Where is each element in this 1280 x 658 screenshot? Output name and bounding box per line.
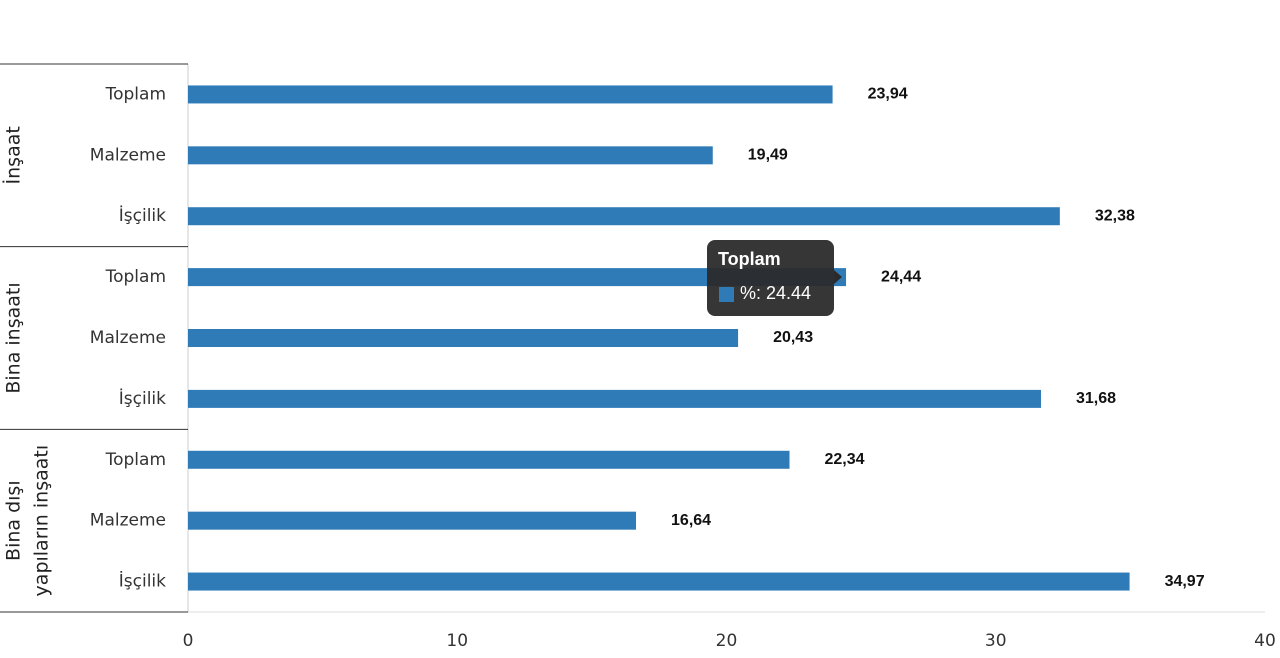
x-tick-label: 20	[716, 631, 738, 651]
group-label: İnşaat	[2, 126, 25, 184]
tooltip-box	[707, 240, 834, 316]
x-tick-label: 10	[446, 631, 468, 651]
value-label: 19,49	[748, 147, 788, 164]
bar	[188, 207, 1060, 226]
value-label: 34,97	[1165, 573, 1205, 590]
group-label: Bina dışı	[3, 480, 25, 561]
y-tick-label: İşçilik	[119, 205, 166, 226]
x-tick-label: 30	[985, 631, 1007, 651]
value-label: 20,43	[773, 329, 813, 346]
y-tick-label: Malzeme	[90, 511, 166, 531]
bar	[188, 85, 833, 104]
tooltip: Toplam %: 24.44	[707, 240, 842, 316]
y-tick-label: Toplam	[105, 267, 166, 287]
x-tick-label: 0	[183, 631, 194, 651]
y-tick-label: İşçilik	[119, 571, 166, 592]
bar	[188, 146, 713, 165]
y-tick-label: Toplam	[105, 450, 166, 470]
bar	[188, 450, 790, 469]
group-label: Bina inşaatı	[3, 282, 25, 393]
y-tick-label: İşçilik	[119, 388, 166, 409]
value-label: 24,44	[881, 268, 921, 285]
y-tick-label: Malzeme	[90, 328, 166, 348]
group-label: yapıların inşaatı	[31, 445, 53, 597]
value-label: 23,94	[868, 86, 908, 103]
x-tick-label: 40	[1254, 631, 1276, 651]
tooltip-swatch	[719, 287, 734, 302]
y-tick-label: Toplam	[105, 84, 166, 104]
value-label: 22,34	[825, 451, 865, 468]
tooltip-title: Toplam	[718, 249, 781, 269]
tooltip-text: %: 24.44	[740, 283, 811, 303]
bar	[188, 572, 1130, 591]
value-label: 31,68	[1076, 390, 1116, 407]
bar	[188, 511, 637, 530]
tooltip-arrow	[834, 270, 842, 284]
bar	[188, 389, 1041, 408]
value-label: 32,38	[1095, 207, 1135, 224]
y-tick-label: Malzeme	[90, 145, 166, 165]
value-label: 16,64	[671, 512, 711, 529]
bar	[188, 268, 847, 287]
bar	[188, 329, 739, 347]
